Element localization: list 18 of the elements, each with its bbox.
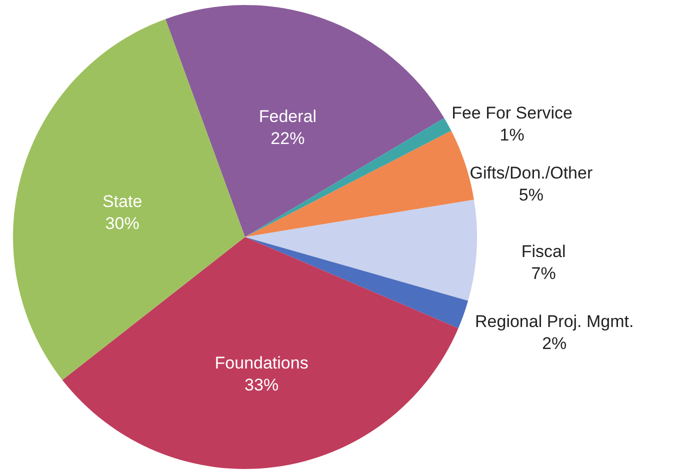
pie-slice	[245, 200, 477, 301]
data-label: 30%	[105, 214, 140, 233]
data-label: 7%	[531, 264, 556, 283]
data-label: 22%	[270, 128, 305, 148]
slice-label: Fee For Service	[452, 104, 573, 123]
slice-label: Gifts/Don./Other	[470, 164, 593, 183]
pie-slice	[165, 5, 444, 237]
data-label: 33%	[244, 376, 279, 395]
slice-label: Federal	[258, 106, 317, 126]
data-label: 2%	[542, 334, 567, 353]
pie-slice	[62, 237, 458, 469]
slice-label: State	[102, 192, 142, 211]
data-label: 5%	[518, 186, 544, 205]
pie-slice	[245, 237, 468, 328]
slice-label: Foundations	[214, 354, 308, 373]
slice-label: Fiscal	[521, 242, 566, 261]
data-label: 1%	[500, 126, 524, 145]
slice-label: Regional Proj. Mgmt.	[474, 312, 634, 331]
